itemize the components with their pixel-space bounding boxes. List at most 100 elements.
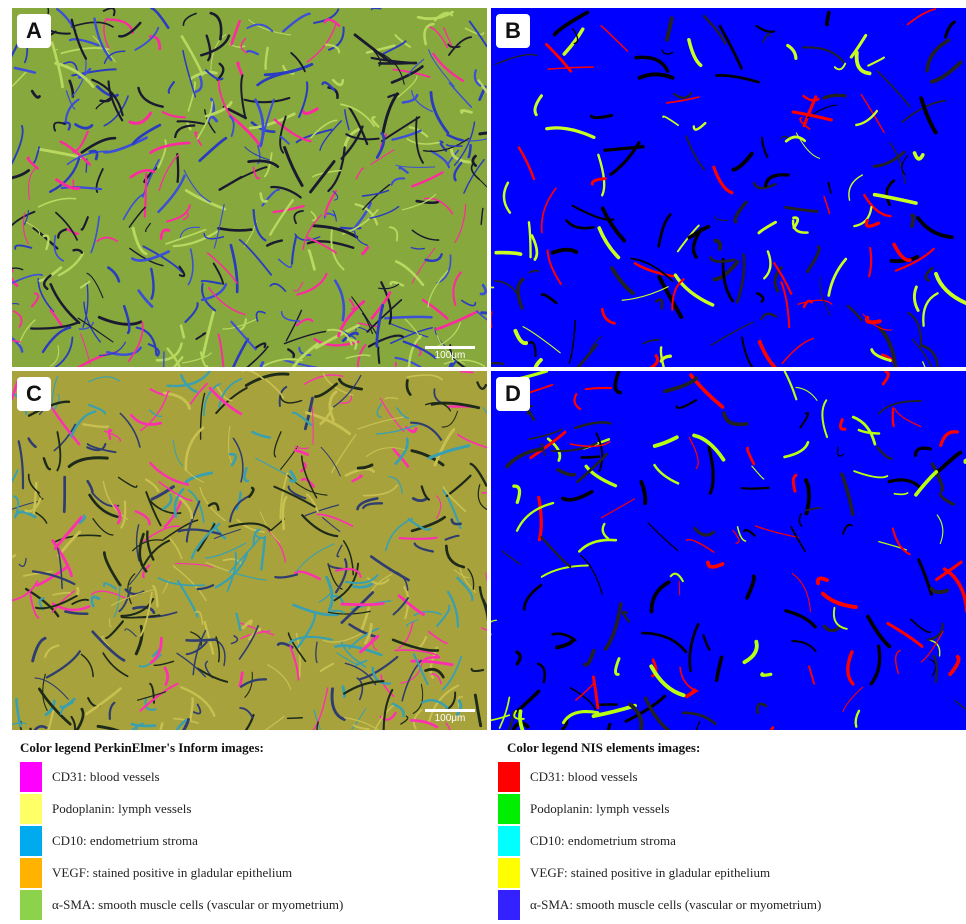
texture (167, 205, 190, 221)
texture (151, 269, 153, 299)
texture (353, 476, 362, 481)
texture (786, 611, 815, 627)
texture (437, 606, 449, 626)
texture (866, 221, 878, 227)
texture (478, 485, 486, 510)
texture (411, 248, 424, 249)
texture (413, 498, 426, 500)
texture (542, 294, 556, 303)
texture (564, 29, 583, 54)
texture (798, 300, 832, 304)
texture (747, 448, 753, 464)
texture (648, 523, 678, 551)
legend-swatch (20, 794, 42, 824)
texture (383, 94, 397, 133)
texture (598, 155, 604, 195)
texture (759, 222, 776, 233)
texture (240, 708, 253, 718)
texture (249, 161, 278, 167)
texture (431, 92, 448, 132)
texture (804, 97, 816, 126)
texture (181, 687, 214, 715)
panel-c: C 100μm (12, 371, 487, 730)
texture (486, 573, 487, 598)
texture (838, 447, 844, 456)
texture (133, 228, 146, 254)
texture (240, 673, 243, 686)
texture (871, 646, 879, 684)
texture (363, 503, 382, 508)
texture (477, 382, 486, 388)
scale-bar: 100μm (425, 709, 475, 724)
texture (585, 651, 594, 665)
texture (856, 111, 877, 125)
texture (297, 544, 334, 572)
texture (327, 577, 333, 610)
texture (32, 91, 39, 97)
texture (547, 128, 594, 137)
texture (205, 543, 245, 558)
texture (115, 505, 120, 523)
texture (402, 661, 421, 701)
texture (889, 480, 921, 488)
texture (216, 640, 225, 665)
texture (491, 715, 509, 721)
texture (124, 306, 129, 333)
legend-label: VEGF: stained positive in gladular epith… (530, 865, 770, 881)
texture (429, 50, 454, 87)
texture (569, 321, 575, 363)
texture (72, 600, 88, 604)
texture (785, 442, 808, 457)
texture (792, 573, 810, 611)
texture (144, 526, 180, 541)
texture (662, 50, 673, 54)
texture (288, 718, 303, 719)
micrograph (12, 371, 487, 730)
texture (16, 699, 20, 726)
texture (65, 100, 78, 124)
texture (208, 117, 216, 121)
texture (675, 275, 712, 305)
texture (350, 299, 355, 308)
legend-swatch (20, 762, 42, 792)
texture (602, 309, 614, 323)
texture (834, 608, 847, 629)
texture (135, 28, 158, 50)
texture (219, 228, 252, 230)
texture (824, 626, 840, 630)
texture (929, 640, 939, 656)
texture (923, 293, 937, 325)
texture (138, 692, 166, 700)
texture (74, 250, 83, 253)
texture (206, 563, 232, 573)
texture (346, 469, 374, 476)
texture (12, 170, 29, 180)
texture (178, 581, 198, 617)
texture (793, 475, 795, 491)
legend-label: α-SMA: smooth muscle cells (vascular or … (530, 897, 821, 913)
texture (532, 235, 537, 259)
texture (200, 138, 226, 160)
texture (926, 268, 932, 280)
texture (690, 624, 698, 670)
panel-label: C (17, 377, 51, 411)
texture (448, 135, 463, 141)
texture (294, 282, 303, 291)
texture (177, 653, 205, 676)
texture (603, 524, 608, 539)
texture (443, 657, 461, 690)
texture (320, 121, 341, 150)
legend-label: CD10: endometrium stroma (52, 833, 198, 849)
texture (704, 635, 710, 649)
texture (89, 377, 120, 382)
texture (643, 340, 659, 344)
texture (369, 336, 403, 347)
texture (103, 653, 127, 676)
texture (321, 664, 333, 671)
texture (152, 8, 169, 28)
texture (709, 448, 713, 493)
texture (14, 311, 22, 327)
texture (292, 236, 296, 264)
panel-label: D (496, 377, 530, 411)
texture (150, 463, 188, 484)
